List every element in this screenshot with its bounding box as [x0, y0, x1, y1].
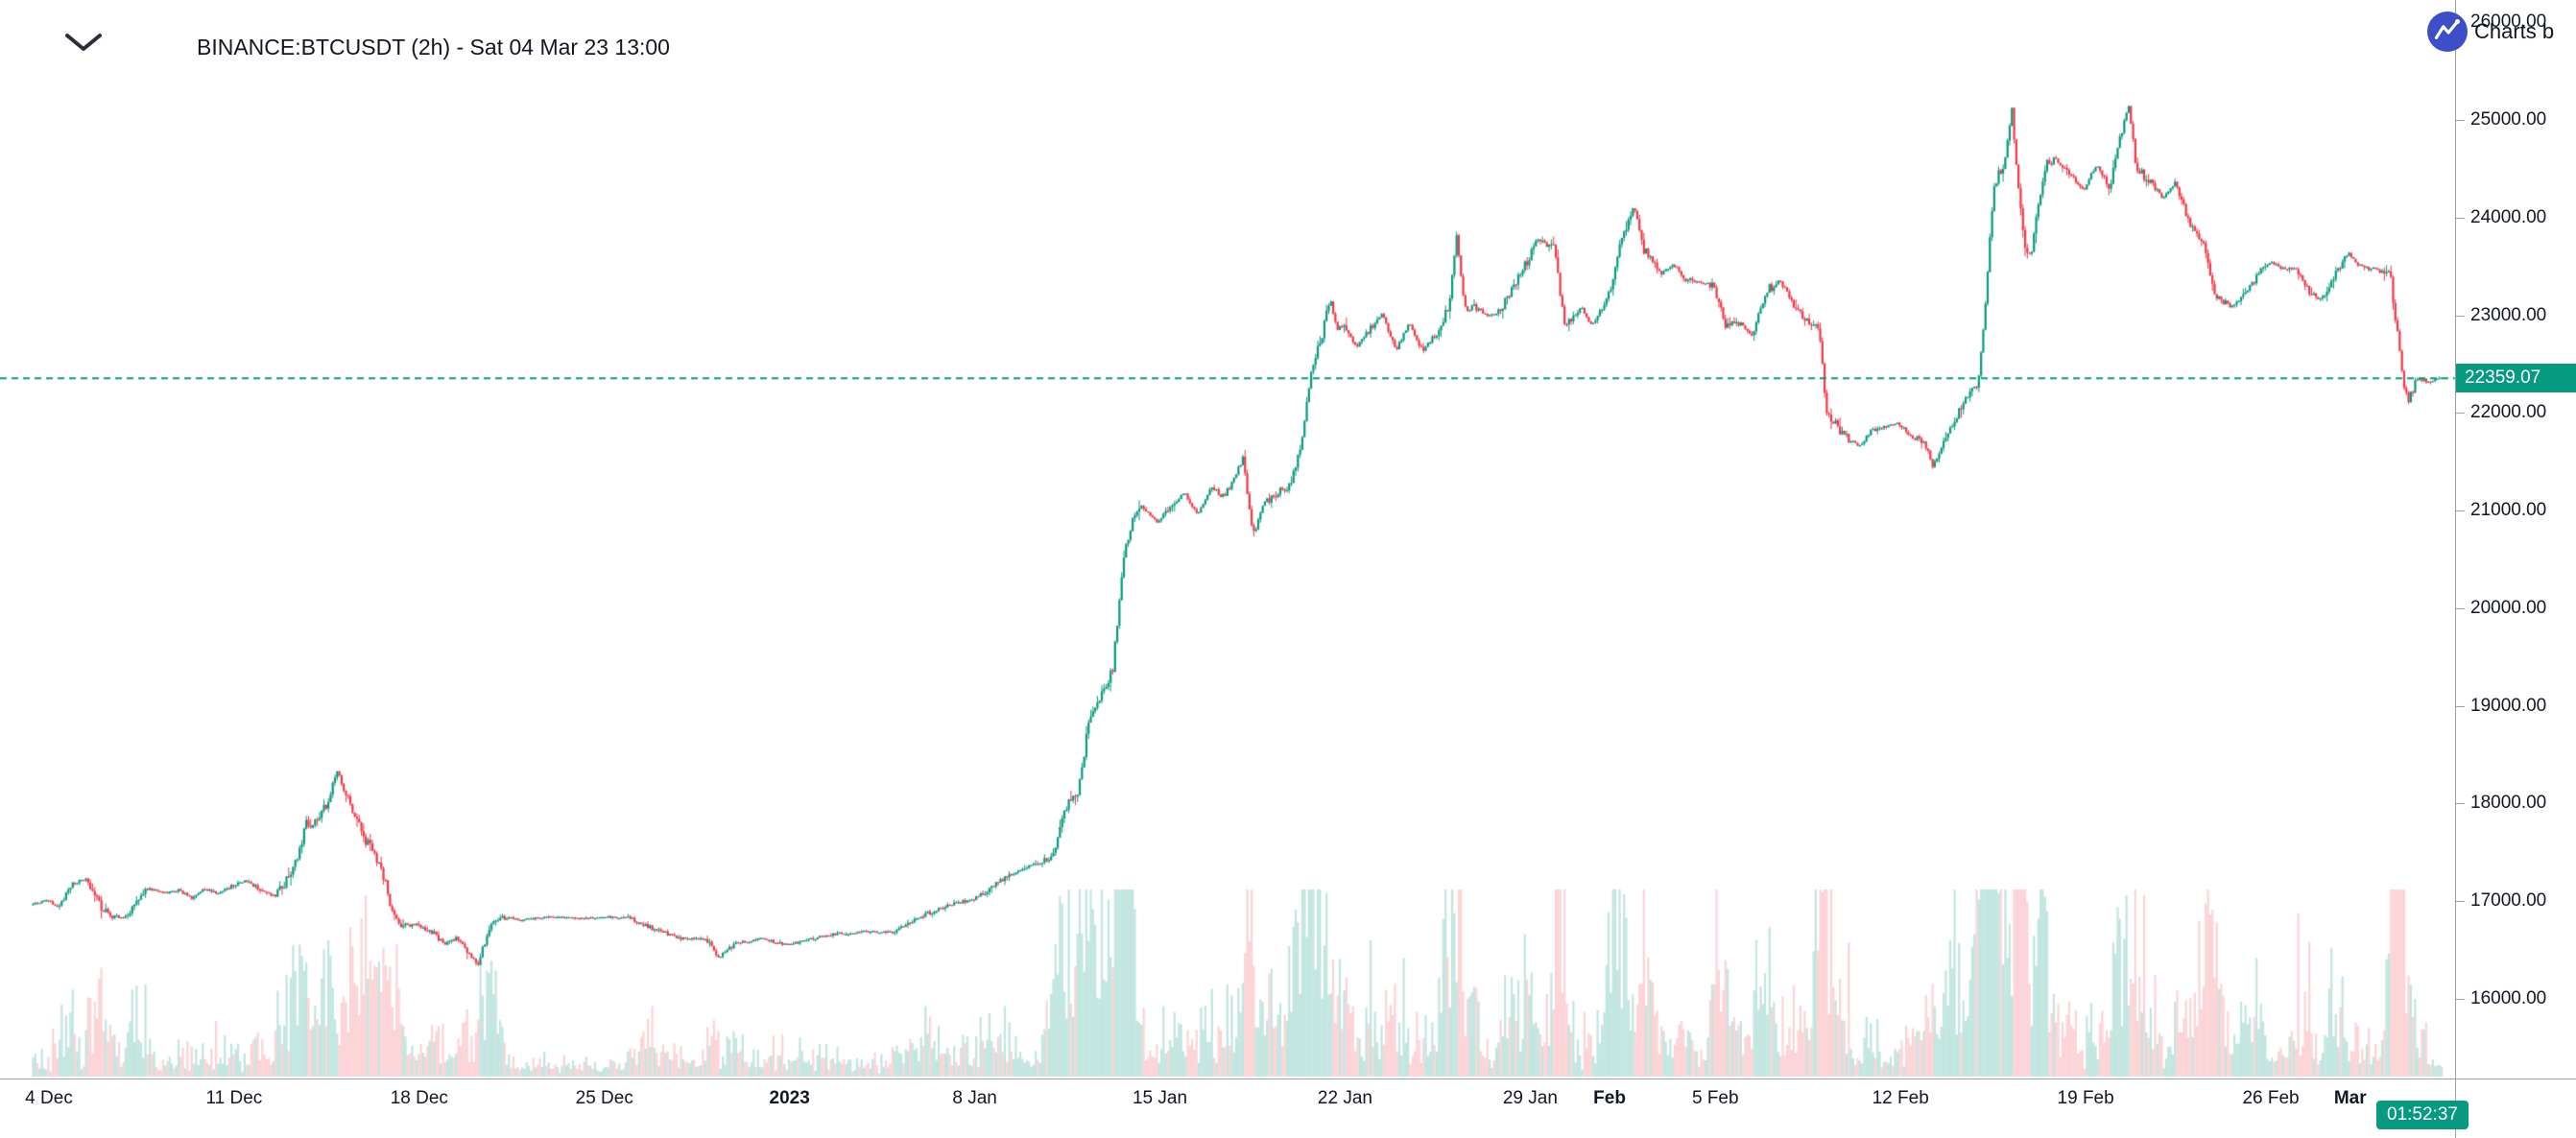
- price-axis-label: 16000.00: [2455, 988, 2547, 1008]
- time-axis-label: 8 Jan: [952, 1088, 997, 1108]
- price-axis-border: [2455, 0, 2456, 1138]
- time-axis-label: 12 Feb: [1872, 1088, 1929, 1108]
- attribution-label: Charts b: [2474, 19, 2555, 43]
- time-axis-label: 4 Dec: [25, 1088, 73, 1108]
- time-axis-label: 15 Jan: [1132, 1088, 1188, 1108]
- bar-countdown-label: 01:52:37: [2376, 1101, 2469, 1129]
- price-axis-label: 24000.00: [2455, 206, 2547, 227]
- price-axis-label: 20000.00: [2455, 597, 2547, 618]
- time-axis-label: 19 Feb: [2057, 1088, 2114, 1108]
- time-axis-label: 22 Jan: [1317, 1088, 1372, 1108]
- time-axis-label: 26 Feb: [2242, 1088, 2300, 1108]
- time-axis-label: 18 Dec: [390, 1088, 448, 1108]
- price-axis-label: 25000.00: [2455, 109, 2547, 130]
- time-axis-label: 29 Jan: [1502, 1088, 1558, 1108]
- time-axis-label: Feb: [1593, 1088, 1626, 1108]
- charts-attribution[interactable]: Charts b: [2427, 12, 2554, 52]
- symbol-title: BINANCE:BTCUSDT (2h) - Sat 04 Mar 23 13:…: [197, 35, 670, 59]
- current-price-label: 22359.07: [2456, 363, 2576, 392]
- line-chart-logo-icon: [2427, 12, 2468, 52]
- price-axis-label: 19000.00: [2455, 695, 2547, 716]
- time-axis-label: 5 Feb: [1691, 1088, 1739, 1108]
- time-axis-label: 11 Dec: [205, 1088, 263, 1108]
- chevron-down-icon[interactable]: [61, 29, 106, 56]
- time-axis-label: Mar: [2333, 1088, 2367, 1108]
- price-axis-label: 23000.00: [2455, 304, 2547, 325]
- price-axis-label: 21000.00: [2455, 500, 2547, 521]
- price-axis-label: 22000.00: [2455, 402, 2547, 423]
- price-axis-label: 18000.00: [2455, 793, 2547, 814]
- time-axis-label: 25 Dec: [575, 1088, 633, 1108]
- price-axis-label: 17000.00: [2455, 890, 2547, 912]
- time-axis-label: 2023: [769, 1088, 810, 1108]
